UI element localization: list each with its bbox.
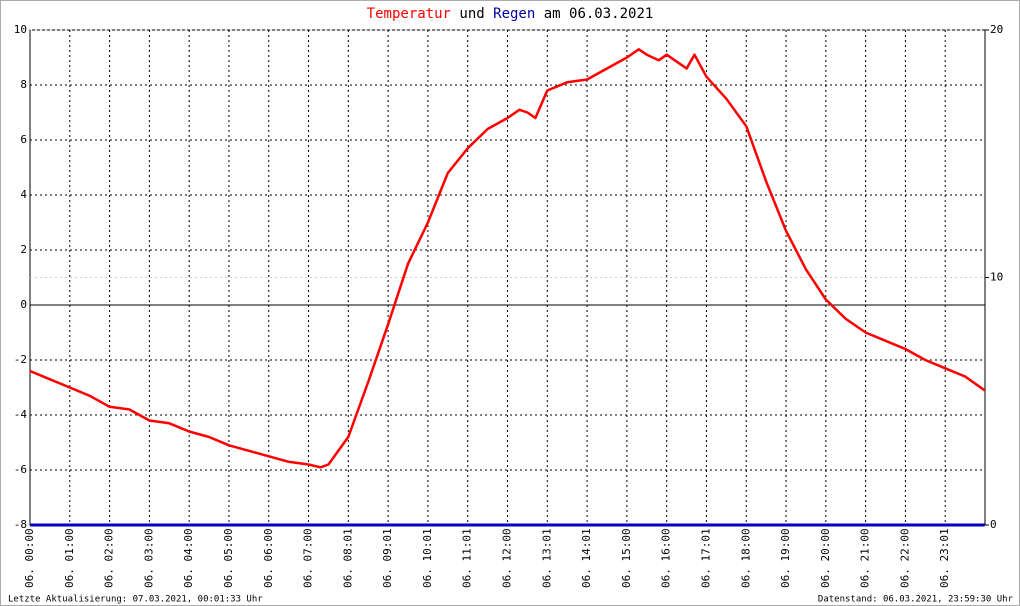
x-tick-label: 06. 15:00 [620,528,633,588]
x-tick-label: 06. 13:01 [540,528,553,588]
y-tick-label: 2 [20,243,27,256]
footer-left: Letzte Aktualisierung: 07.03.2021, 00:01… [8,595,263,605]
y-tick-label: 0 [20,298,27,311]
y-tick-label: -6 [14,463,27,476]
x-tick-label: 06. 11:01 [461,528,474,588]
chart-title: Temperatur und Regen am 06.03.2021 [367,6,654,22]
x-tick-label: 06. 21:00 [859,528,872,588]
x-tick-label: 06. 14:01 [580,528,593,588]
x-tick-label: 06. 20:00 [819,528,832,588]
y-tick-label: 10 [14,23,27,36]
title-part: Temperatur [367,6,451,22]
x-tick-label: 06. 02:00 [103,528,116,588]
x-tick-label: 06. 12:00 [501,528,514,588]
title-part: am 06.03.2021 [544,6,654,22]
y2-tick-label: 0 [990,518,997,531]
x-tick-label: 06. 16:00 [660,528,673,588]
y2-tick-label: 20 [990,23,1003,36]
y2-tick-label: 10 [990,271,1003,284]
x-tick-label: 06. 10:01 [421,528,434,588]
x-tick-label: 06. 09:01 [381,528,394,588]
x-tick-label: 06. 03:00 [142,528,155,588]
x-tick-label: 06. 07:00 [302,528,315,588]
x-tick-label: 06. 23:01 [938,528,951,588]
x-tick-label: 06. 05:00 [222,528,235,588]
x-tick-label: 06. 04:00 [182,528,195,588]
footer-right: Datenstand: 06.03.2021, 23:59:30 Uhr [818,595,1014,605]
y-tick-label: -4 [14,408,28,421]
title-part: Regen [493,6,535,22]
title-part: und [459,6,484,22]
x-tick-label: 06. 06:00 [262,528,275,588]
y-tick-label: -2 [14,353,27,366]
x-tick-label: 06. 19:00 [779,528,792,588]
x-tick-label: 06. 18:00 [739,528,752,588]
x-tick-label: 06. 17:01 [699,528,712,588]
x-tick-label: 06. 01:00 [63,528,76,588]
y-tick-label: 6 [20,133,27,146]
x-tick-label: 06. 22:00 [898,528,911,588]
y-tick-label: 4 [20,188,27,201]
y-tick-label: -8 [14,518,27,531]
x-tick-label: 06. 08:01 [341,528,354,588]
x-tick-label: 06. 00:00 [23,528,36,588]
y-tick-label: 8 [20,78,27,91]
series-line [29,48,986,469]
